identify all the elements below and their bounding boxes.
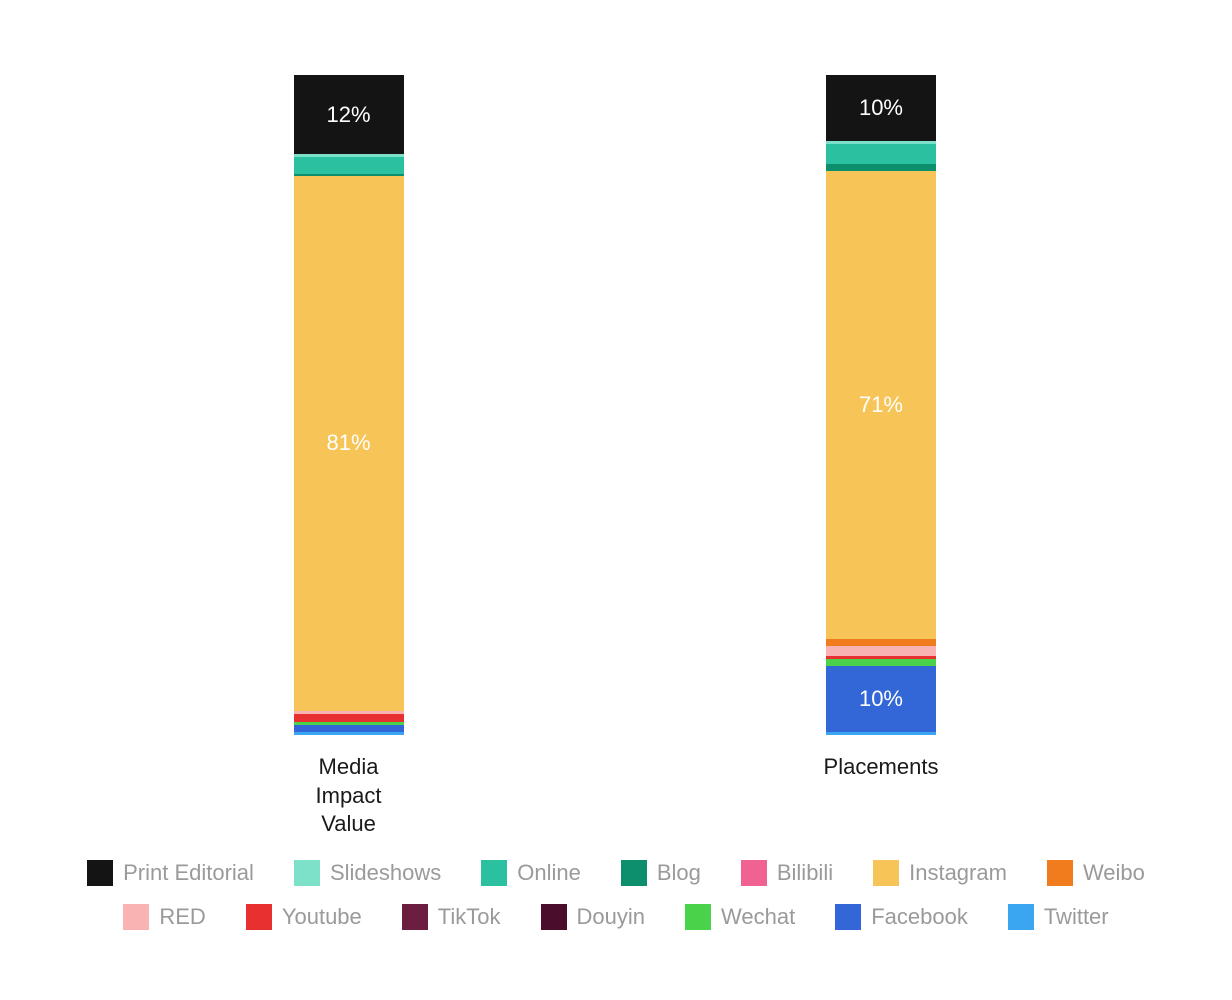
bar-segment-twitter [826,732,936,735]
legend-label: Print Editorial [123,860,254,886]
legend-label: Bilibili [777,860,833,886]
legend-item-facebook: Facebook [835,904,968,930]
legend-item-weibo: Weibo [1047,860,1145,886]
legend-item-youtube: Youtube [246,904,362,930]
bar-segment-print_editorial: 12% [294,75,404,154]
legend-swatch-blog [621,860,647,886]
legend-label: TikTok [438,904,501,930]
legend-label: Blog [657,860,701,886]
legend-swatch-douyin [541,904,567,930]
bar-segment-online [294,157,404,174]
legend-swatch-instagram [873,860,899,886]
legend-item-red: RED [123,904,205,930]
legend-swatch-facebook [835,904,861,930]
bar-axis-label: Media Impact Value [316,753,382,839]
segment-value-label: 12% [326,102,370,128]
bar-segment-blog [826,164,936,171]
legend-item-bilibili: Bilibili [741,860,833,886]
legend-swatch-tiktok [402,904,428,930]
legend-item-blog: Blog [621,860,701,886]
legend-label: Slideshows [330,860,441,886]
legend-swatch-wechat [685,904,711,930]
legend-item-tiktok: TikTok [402,904,501,930]
legend-item-douyin: Douyin [541,904,645,930]
bar-segment-facebook [294,725,404,732]
legend-swatch-twitter [1008,904,1034,930]
bar-segment-print_editorial: 10% [826,75,936,141]
legend-item-wechat: Wechat [685,904,795,930]
legend-swatch-print_editorial [87,860,113,886]
segment-value-label: 10% [859,95,903,121]
legend-item-print_editorial: Print Editorial [87,860,254,886]
legend-swatch-weibo [1047,860,1073,886]
stacked-bar-1: 10% 71% 10% [826,75,936,735]
bar-segment-twitter [294,732,404,735]
legend-swatch-online [481,860,507,886]
legend-label: Facebook [871,904,968,930]
segment-value-label: 10% [859,686,903,712]
legend-label: Twitter [1044,904,1109,930]
segment-value-label: 71% [859,392,903,418]
legend-label: Youtube [282,904,362,930]
legend-swatch-youtube [246,904,272,930]
legend-item-instagram: Instagram [873,860,1007,886]
stacked-bar-0: 12% 81% [294,75,404,735]
legend-item-slideshows: Slideshows [294,860,441,886]
bar-segment-online [826,144,936,164]
legend-label: Wechat [721,904,795,930]
legend-item-twitter: Twitter [1008,904,1109,930]
bar-segment-instagram: 81% [294,176,404,711]
legend-label: Online [517,860,581,886]
bar-segment-red [826,646,936,656]
bar-group-1: 10% 71% 10% Placements [824,75,939,782]
legend-label: Instagram [909,860,1007,886]
bar-segment-youtube [294,714,404,722]
legend-label: RED [159,904,205,930]
chart-legend: Print Editorial Slideshows Online Blog Bilib… [0,860,1232,930]
chart-area: 12% 81% Media Impact Value 10% 71% 10% Placeme… [0,0,1232,860]
bar-axis-label: Placements [824,753,939,782]
bar-segment-weibo [826,639,936,646]
legend-swatch-red [123,904,149,930]
legend-swatch-slideshows [294,860,320,886]
legend-item-online: Online [481,860,581,886]
legend-label: Weibo [1083,860,1145,886]
segment-value-label: 81% [326,430,370,456]
bar-segment-facebook: 10% [826,666,936,732]
bar-segment-wechat [826,659,936,666]
legend-swatch-bilibili [741,860,767,886]
bar-group-0: 12% 81% Media Impact Value [294,75,404,839]
bar-segment-instagram: 71% [826,171,936,640]
legend-label: Douyin [577,904,645,930]
